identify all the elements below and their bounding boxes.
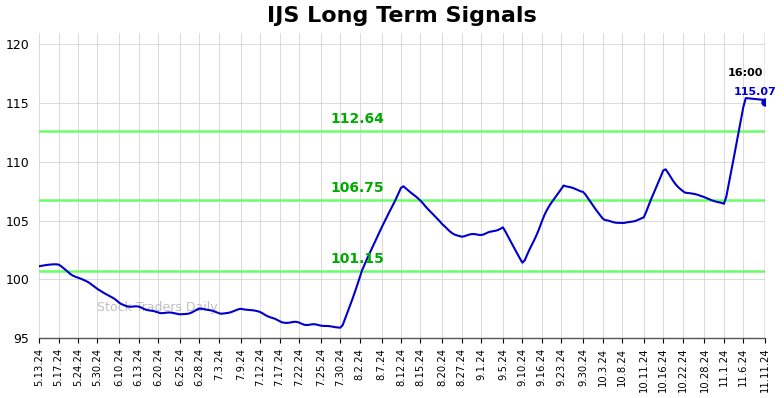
Text: Stock Traders Daily: Stock Traders Daily (97, 300, 218, 314)
Text: 106.75: 106.75 (331, 181, 384, 195)
Text: 115.07: 115.07 (734, 87, 777, 97)
Text: 112.64: 112.64 (331, 112, 384, 126)
Text: 16:00: 16:00 (728, 68, 764, 78)
Point (759, 99, 771, 105)
Text: 101.15: 101.15 (331, 252, 384, 266)
Title: IJS Long Term Signals: IJS Long Term Signals (267, 6, 537, 25)
